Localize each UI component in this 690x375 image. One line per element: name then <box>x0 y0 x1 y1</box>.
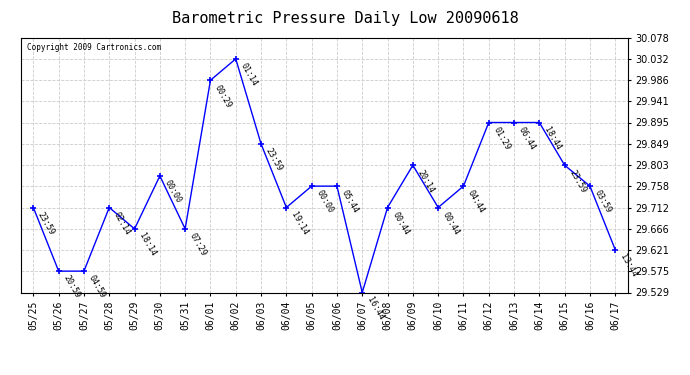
Text: 02:14: 02:14 <box>112 210 132 236</box>
Text: 20:59: 20:59 <box>61 274 81 300</box>
Text: 00:44: 00:44 <box>441 210 461 236</box>
Text: 06:44: 06:44 <box>517 125 537 152</box>
Text: 00:00: 00:00 <box>315 189 335 215</box>
Text: 23:59: 23:59 <box>264 147 284 173</box>
Text: 00:44: 00:44 <box>391 210 411 236</box>
Text: 00:00: 00:00 <box>163 179 183 205</box>
Text: Copyright 2009 Cartronics.com: Copyright 2009 Cartronics.com <box>27 43 161 52</box>
Text: 05:44: 05:44 <box>339 189 360 215</box>
Text: 23:59: 23:59 <box>567 168 588 194</box>
Text: 04:44: 04:44 <box>466 189 486 215</box>
Text: 00:29: 00:29 <box>213 83 233 109</box>
Text: 16:44: 16:44 <box>365 295 385 321</box>
Text: 13:44: 13:44 <box>618 252 638 279</box>
Text: 19:14: 19:14 <box>289 210 309 236</box>
Text: 23:59: 23:59 <box>36 210 57 236</box>
Text: 04:59: 04:59 <box>87 274 107 300</box>
Text: Barometric Pressure Daily Low 20090618: Barometric Pressure Daily Low 20090618 <box>172 11 518 26</box>
Text: 20:14: 20:14 <box>415 168 436 194</box>
Text: 18:14: 18:14 <box>137 232 157 258</box>
Text: 01:14: 01:14 <box>239 62 259 88</box>
Text: 03:59: 03:59 <box>593 189 613 215</box>
Text: 01:29: 01:29 <box>491 125 512 152</box>
Text: 18:44: 18:44 <box>542 125 562 152</box>
Text: 07:29: 07:29 <box>188 232 208 258</box>
